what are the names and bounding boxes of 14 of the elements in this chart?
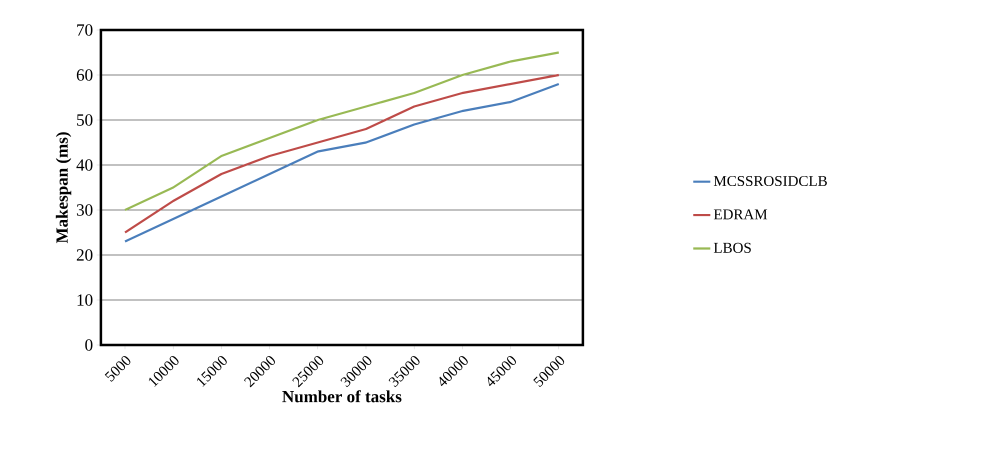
legend-label: EDRAM	[714, 209, 768, 220]
y-tick-label: 60	[76, 69, 92, 81]
y-tick-label: 30	[76, 204, 92, 216]
y-tick-label: 40	[76, 159, 92, 171]
line-series	[124, 51, 560, 212]
legend-label: MCSSROSIDCLB	[714, 176, 827, 186]
y-tick-label: 50	[77, 114, 92, 126]
y-tick-label: 20	[76, 249, 92, 261]
y-axis-title: Makespan (ms)	[56, 132, 72, 244]
y-tick-label: 10	[78, 294, 92, 306]
y-tick-label: 70	[77, 24, 92, 36]
x-axis-title: Number of tasks	[282, 390, 402, 402]
legend-label: LBOS	[714, 242, 751, 253]
y-tick-label: 0	[85, 339, 92, 351]
